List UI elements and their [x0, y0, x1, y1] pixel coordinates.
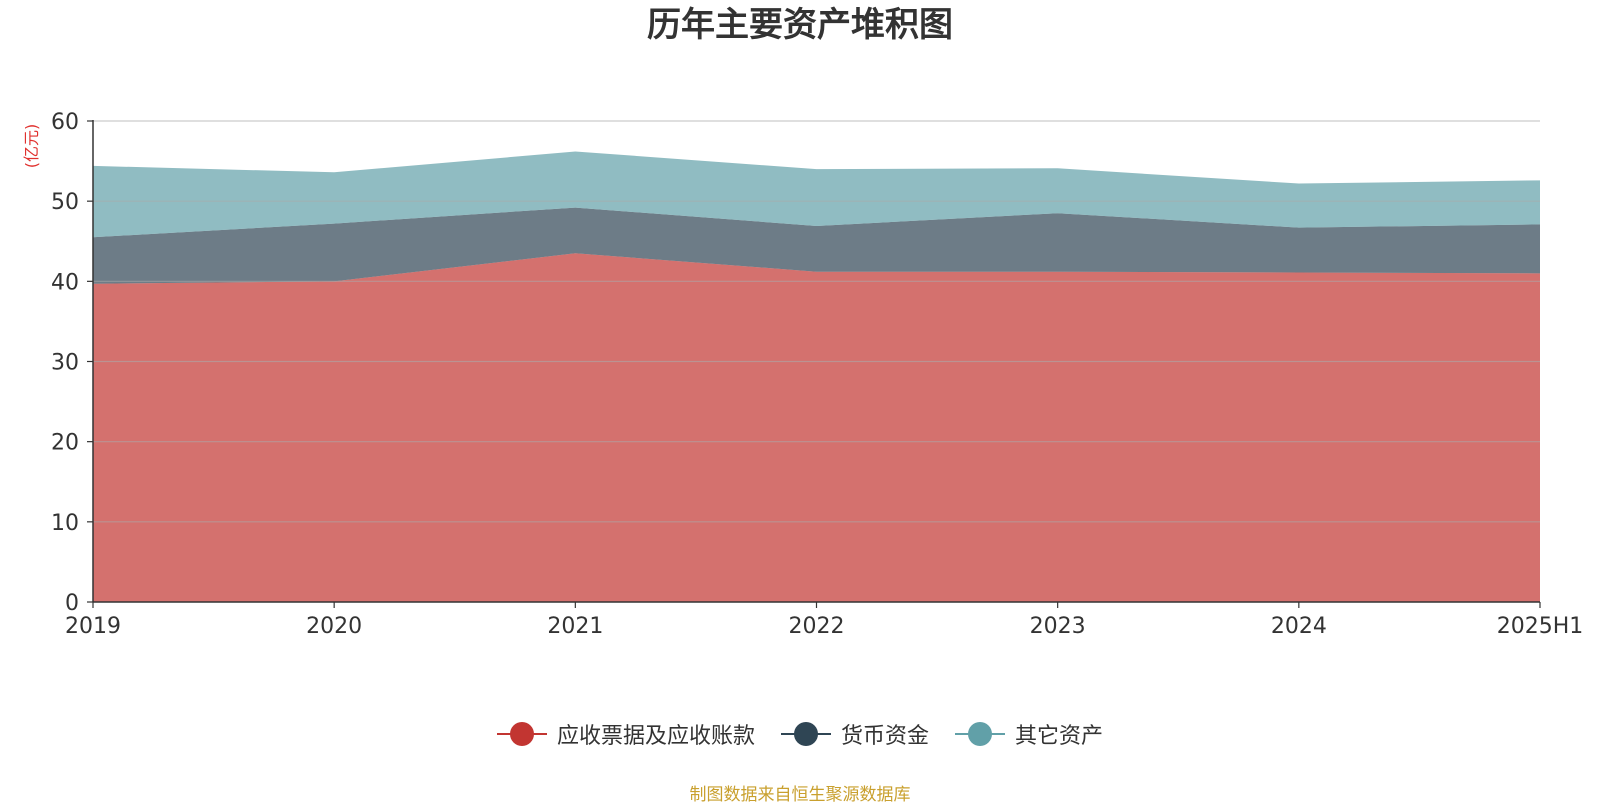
- area-series-2: [93, 207, 1540, 284]
- legend-item-2[interactable]: 货币资金: [780, 718, 929, 750]
- legend-label: 应收票据及应收账款: [556, 724, 755, 749]
- legend-marker: [955, 721, 1005, 747]
- legend-marker: [780, 721, 831, 747]
- y-tick-label: 50: [51, 190, 79, 215]
- chart-title: 历年主要资产堆积图: [647, 5, 953, 45]
- area-series-1: [93, 253, 1540, 602]
- legend-item-3[interactable]: 其它资产: [955, 718, 1103, 750]
- x-tick-label: 2021: [547, 614, 603, 639]
- legend-marker: [496, 721, 547, 747]
- y-tick-label: 60: [51, 110, 79, 135]
- x-tick-label: 2023: [1030, 614, 1086, 639]
- y-axis-unit-label: (亿元): [22, 124, 41, 169]
- area-series-3: [93, 151, 1540, 238]
- source-note: 制图数据来自恒生聚源数据库: [689, 785, 911, 805]
- x-tick-label: 2024: [1271, 614, 1327, 639]
- y-tick-label: 20: [51, 431, 79, 456]
- x-tick-label: 2022: [789, 614, 845, 639]
- x-tick-label: 2025H1: [1497, 614, 1584, 639]
- legend-label: 其它资产: [1015, 724, 1104, 749]
- x-tick-label: 2019: [65, 614, 121, 639]
- legend: 应收票据及应收账款 货币资金 其它资产: [0, 718, 1600, 750]
- legend-label: 货币资金: [840, 724, 929, 749]
- y-tick-label: 10: [51, 511, 79, 536]
- x-tick-label: 2020: [306, 614, 362, 639]
- y-tick-label: 0: [65, 591, 79, 616]
- legend-item-1[interactable]: 应收票据及应收账款: [496, 718, 755, 750]
- y-tick-label: 30: [51, 351, 79, 376]
- y-tick-label: 40: [51, 270, 79, 295]
